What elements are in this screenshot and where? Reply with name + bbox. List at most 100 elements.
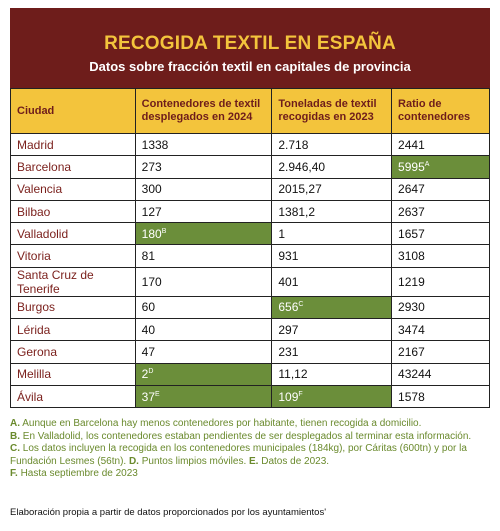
table-row: Lérida 40 297 3474 (10, 318, 490, 342)
footnote-ref: B (161, 227, 167, 235)
city-cell: Ávila (10, 384, 136, 409)
value-cell: 1 (271, 222, 393, 246)
footnote-letter: D. (128, 455, 139, 467)
column-header: Ciudad (10, 88, 136, 134)
value-cell: 1578 (391, 384, 490, 409)
column-header: Ratio de contenedores (391, 88, 490, 134)
footnote-ref: D (148, 368, 154, 376)
value-cell: 273 (134, 155, 273, 179)
footnote-ref: C (298, 301, 304, 309)
city-cell: Burgos (10, 295, 136, 320)
value-cell: 47 (134, 340, 273, 364)
footnote-line: F. Hasta septiembre de 2023 (10, 468, 480, 481)
footnote-letter: B. (10, 430, 20, 442)
value-cell: 1657 (391, 222, 490, 246)
value-cell: 1338 (134, 132, 273, 157)
city-cell: Bilbao (10, 199, 136, 224)
value-cell: 1381,2 (271, 199, 393, 224)
value-cell: 170 (134, 266, 273, 297)
value-cell: 60 (134, 295, 273, 320)
value-cell: 300 (134, 177, 273, 201)
table-row: Burgos 60 656C 2930 (10, 295, 490, 320)
footnote-ref: E (155, 390, 160, 398)
table-row: Bilbao 127 1381,2 2637 (10, 199, 490, 224)
footnote-letter: E. (249, 455, 259, 467)
value-cell: 81 (134, 244, 273, 268)
footnote-text: En Valladolid, los contenedores estaban … (22, 430, 472, 442)
city-cell: Melilla (10, 362, 136, 386)
table-row: Madrid 1338 2.718 2441 (10, 132, 490, 157)
value-cell: 180B (134, 222, 273, 246)
table-row: Valencia 300 2015,27 2647 (10, 177, 490, 201)
city-cell: Lérida (10, 318, 136, 342)
city-cell: Valencia (10, 177, 136, 201)
city-cell: Santa Cruz de Tenerife (10, 266, 136, 297)
value-cell: 2930 (391, 295, 490, 320)
value-cell: 3474 (391, 318, 490, 342)
value-cell: 5995A (391, 155, 490, 179)
value-cell: 1219 (391, 266, 490, 297)
city-cell: Gerona (10, 340, 136, 364)
cell-value: 109 (278, 389, 299, 404)
footnote-text: Los datos incluyen la recogida en los co… (10, 443, 467, 467)
value-cell: 297 (271, 318, 393, 342)
value-cell: 2.946,40 (271, 155, 393, 179)
footnote-line: A. Aunque en Barcelona hay menos contene… (10, 418, 480, 431)
value-cell: 931 (271, 244, 393, 268)
subtitle: Datos sobre fracción textil en capitales… (89, 59, 411, 74)
table-row: Barcelona 273 2.946,40 5995A (10, 155, 490, 179)
table-row: Ávila 37E 109F 1578 (10, 384, 490, 409)
value-cell: 43244 (391, 362, 490, 386)
column-header: Toneladas de textil recogidas en 2023 (271, 88, 393, 134)
footnote-letter: C. (10, 443, 20, 454)
footnote-text: Hasta septiembre de 2023 (20, 468, 138, 479)
data-table: Ciudad Contenedores de textil desplegados… (10, 88, 490, 409)
cell-value: 2 (141, 367, 149, 382)
cell-value: 37 (141, 389, 156, 404)
value-cell: 2.718 (271, 132, 393, 157)
source: Elaboración propia a partir de datos pro… (10, 507, 327, 518)
value-cell: 2015,27 (271, 177, 393, 201)
footnote-text: Puntos limpios móviles. (141, 455, 247, 467)
footnote-letter: F. (10, 468, 18, 479)
value-cell: 2637 (391, 199, 490, 224)
column-header: Contenedores de textil desplegados en 20… (134, 88, 273, 134)
footnotes: A. Aunque en Barcelona hay menos contene… (10, 418, 480, 481)
value-cell: 3108 (391, 244, 490, 268)
value-cell: 231 (271, 340, 393, 364)
cell-value: 5995 (398, 159, 425, 174)
title: RECOGIDA TEXTIL EN ESPAÑA (104, 33, 396, 54)
footnote-text: Aunque en Barcelona hay menos contenedor… (22, 418, 422, 429)
header: RECOGIDA TEXTIL EN ESPAÑA Datos sobre fr… (10, 8, 490, 88)
footnote-line: B. En Valladolid, los contenedores estab… (10, 431, 480, 444)
footnote-ref: F (298, 390, 303, 398)
value-cell: 2441 (391, 132, 490, 157)
table-row: Vitoria 81 931 3108 (10, 244, 490, 268)
value-cell: 656C (271, 295, 393, 320)
city-cell: Valladolid (10, 222, 136, 246)
value-cell: 40 (134, 318, 273, 342)
footnote-ref: A (424, 160, 430, 168)
footnote-text: Datos de 2023. (261, 455, 330, 467)
value-cell: 401 (271, 266, 393, 297)
footnote-letter: A. (10, 418, 20, 429)
cell-value: 656 (278, 300, 299, 315)
table-row: Melilla 2D 11,12 43244 (10, 362, 490, 386)
header-row: Ciudad Contenedores de textil desplegados… (10, 88, 490, 134)
city-cell: Madrid (10, 132, 136, 157)
value-cell: 127 (134, 199, 273, 224)
cell-value: 180 (141, 226, 162, 241)
table-body: Madrid 1338 2.718 2441 Barcelona 273 2.946,40 5… (10, 132, 490, 409)
footnote-line: C. Los datos incluyen la recogida en los… (10, 443, 480, 468)
table-row: Valladolid 180B 1 1657 (10, 222, 490, 246)
value-cell: 109F (271, 384, 393, 409)
value-cell: 11,12 (271, 362, 393, 386)
city-cell: Barcelona (10, 155, 136, 179)
value-cell: 2647 (391, 177, 490, 201)
table-row: Gerona 47 231 2167 (10, 340, 490, 364)
value-cell: 37E (134, 384, 273, 409)
value-cell: 2D (134, 362, 273, 386)
table-row: Santa Cruz de Tenerife 170 401 1219 (10, 266, 490, 297)
city-cell: Vitoria (10, 244, 136, 268)
